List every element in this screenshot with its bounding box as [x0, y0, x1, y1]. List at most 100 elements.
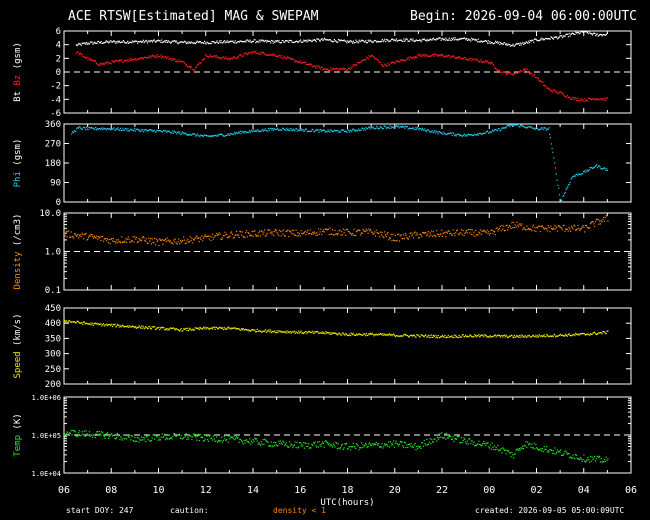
data-point: [286, 40, 288, 42]
data-point: [525, 336, 527, 338]
data-point: [222, 56, 224, 58]
data-point: [230, 58, 232, 60]
data-point: [418, 237, 420, 239]
data-point: [225, 56, 227, 58]
data-point: [168, 329, 170, 331]
data-point: [135, 440, 138, 442]
data-point: [188, 134, 190, 136]
data-point: [380, 61, 382, 64]
data-point: [561, 227, 563, 229]
data-point: [89, 41, 92, 43]
data-point: [74, 131, 76, 133]
data-point: [506, 126, 508, 128]
data-point: [443, 437, 445, 439]
created-time: created: 2026-09-05 05:00:09UTC: [475, 506, 625, 515]
data-point: [283, 41, 285, 43]
data-point: [297, 232, 299, 234]
data-point: [250, 235, 253, 237]
data-point: [231, 231, 233, 233]
data-point: [190, 435, 192, 438]
data-point: [225, 40, 227, 42]
data-point: [488, 446, 490, 448]
data-point: [160, 130, 162, 132]
data-point: [570, 178, 572, 180]
data-point: [77, 234, 79, 236]
data-point: [554, 162, 556, 164]
data-point: [245, 231, 247, 234]
data-point: [357, 62, 359, 64]
data-point: [140, 129, 142, 131]
data-point: [503, 71, 505, 73]
data-point: [388, 127, 390, 129]
data-point: [346, 228, 348, 231]
data-point: [362, 444, 364, 446]
data-point: [335, 40, 337, 42]
data-point: [328, 39, 330, 41]
data-point: [211, 41, 213, 43]
data-point: [277, 233, 279, 235]
data-point: [530, 126, 532, 128]
data-point: [143, 237, 145, 239]
data-point: [202, 240, 204, 242]
data-point: [241, 441, 243, 443]
data-point: [350, 332, 353, 334]
data-point: [384, 443, 386, 445]
data-point: [150, 327, 152, 329]
data-point: [603, 167, 605, 169]
data-point: [327, 332, 329, 334]
data-point: [95, 237, 97, 239]
data-point: [250, 130, 252, 132]
data-point: [282, 440, 284, 442]
data-point: [513, 334, 515, 337]
data-point: [129, 128, 131, 131]
data-point: [552, 151, 554, 153]
data-point: [149, 240, 151, 242]
data-point: [425, 131, 427, 133]
data-point: [312, 231, 314, 233]
data-point: [288, 235, 290, 238]
data-point: [586, 333, 588, 335]
data-point: [114, 60, 116, 62]
data-point: [195, 66, 197, 68]
data-point: [104, 127, 106, 129]
data-point: [532, 334, 534, 336]
data-point: [252, 329, 254, 331]
data-point: [382, 333, 384, 335]
data-point: [167, 130, 169, 132]
data-point: [452, 55, 455, 57]
data-point: [238, 131, 240, 133]
data-point: [467, 443, 469, 445]
data-point: [123, 438, 125, 440]
data-point: [110, 129, 112, 131]
data-point: [89, 435, 91, 437]
data-point: [147, 439, 149, 441]
data-point: [601, 168, 604, 170]
data-point: [408, 128, 410, 130]
data-point: [464, 135, 466, 137]
data-point: [434, 53, 436, 55]
data-point: [557, 38, 559, 40]
data-point: [206, 435, 208, 437]
data-point: [210, 135, 212, 137]
data-point: [317, 38, 319, 40]
data-point: [233, 133, 235, 135]
data-point: [350, 232, 352, 234]
data-point: [290, 58, 292, 60]
data-point: [319, 332, 321, 334]
data-point: [540, 335, 542, 337]
data-point: [417, 445, 420, 447]
data-point: [565, 333, 567, 335]
data-point: [535, 444, 537, 446]
data-point: [229, 40, 231, 42]
data-point: [237, 234, 239, 236]
data-point: [523, 69, 525, 71]
data-point: [298, 330, 300, 332]
data-point: [440, 233, 442, 235]
data-point: [155, 238, 157, 240]
data-point: [205, 134, 207, 136]
data-point: [248, 232, 250, 235]
data-point: [423, 232, 425, 234]
data-point: [136, 40, 138, 42]
y-axis-label-part: Density: [13, 251, 23, 290]
data-point: [586, 31, 588, 33]
